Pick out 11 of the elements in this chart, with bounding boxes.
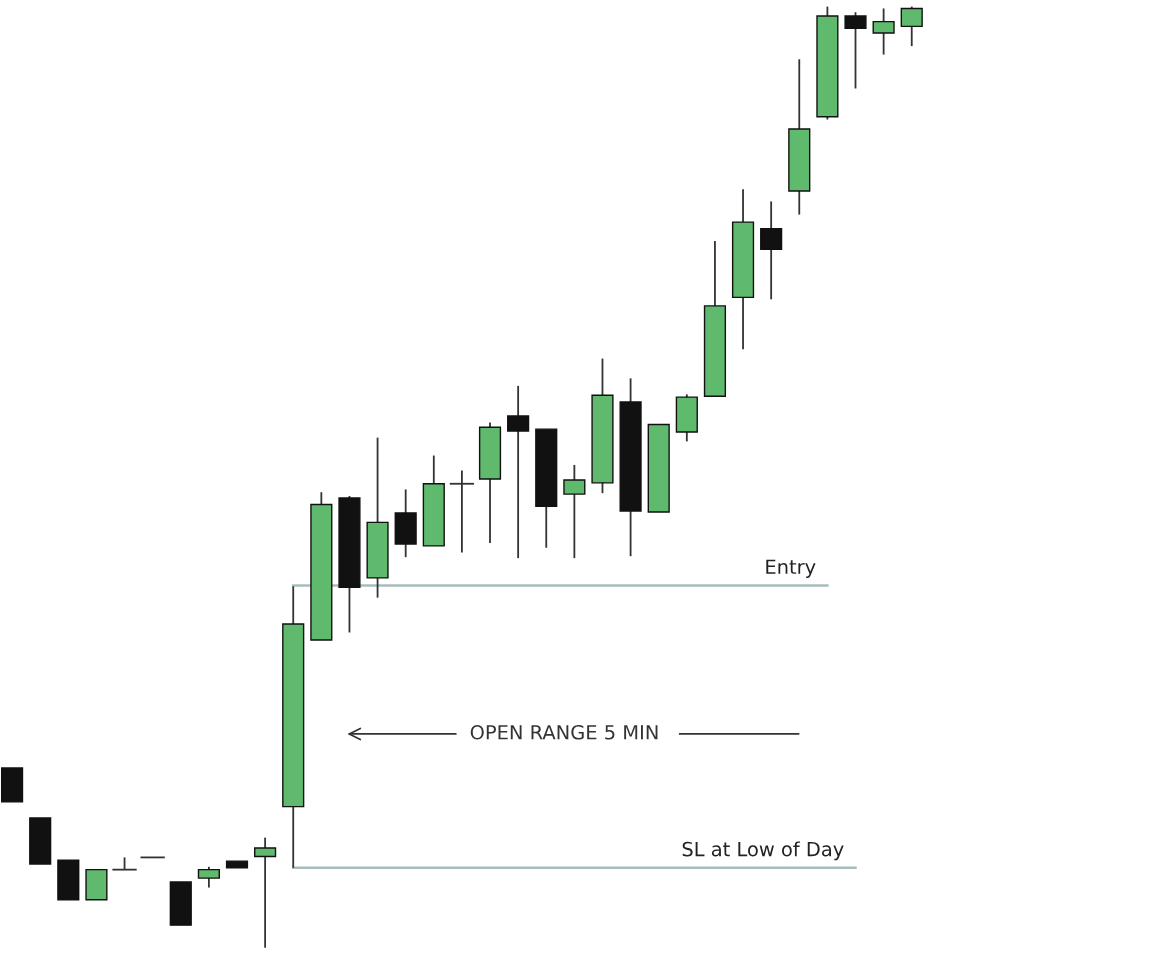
candlestick: [760, 200, 783, 301]
candlestick: [197, 865, 220, 889]
ref-line-label: Entry: [766, 559, 816, 578]
candlestick: [900, 5, 923, 48]
annotation: OPEN RANGE 5 MIN: [470, 724, 658, 740]
ref-line-label: SL at Low of Day: [682, 841, 844, 861]
candlestick: [844, 11, 867, 90]
candlestick: [507, 384, 530, 560]
candlestick: [872, 7, 895, 56]
candlestick: [563, 464, 586, 560]
candlestick: [254, 836, 277, 949]
